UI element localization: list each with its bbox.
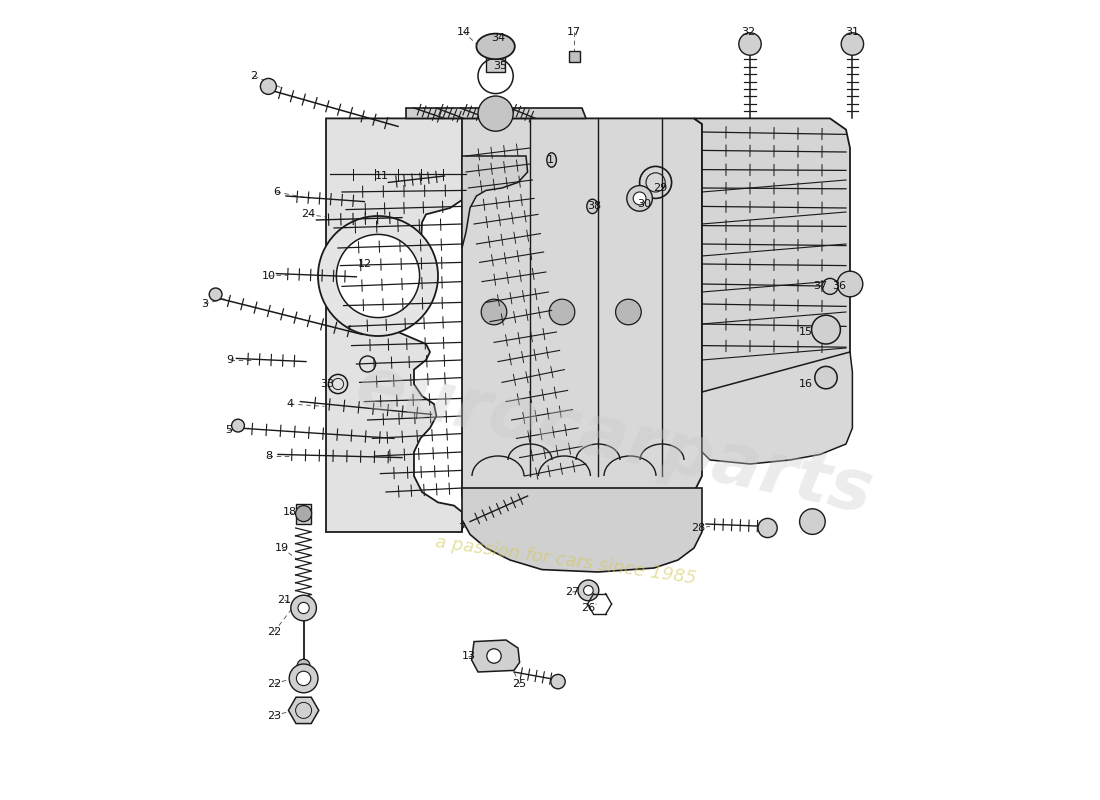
Text: 11: 11 [375, 171, 389, 181]
Circle shape [616, 299, 641, 325]
Polygon shape [694, 118, 850, 446]
Circle shape [481, 299, 507, 325]
Text: 27: 27 [565, 587, 580, 597]
Text: 12: 12 [358, 259, 372, 269]
Ellipse shape [476, 34, 515, 59]
Circle shape [297, 659, 310, 672]
Circle shape [800, 509, 825, 534]
Circle shape [584, 586, 593, 595]
Circle shape [209, 288, 222, 301]
Polygon shape [326, 118, 550, 532]
Text: 36: 36 [833, 282, 847, 291]
Text: 4: 4 [286, 399, 294, 409]
Text: 7: 7 [459, 523, 465, 533]
Circle shape [261, 78, 276, 94]
Circle shape [337, 234, 419, 318]
Text: 25: 25 [513, 679, 527, 689]
Circle shape [758, 518, 778, 538]
Text: 21: 21 [277, 595, 292, 605]
Ellipse shape [547, 153, 557, 167]
Circle shape [739, 33, 761, 55]
Text: 33: 33 [320, 379, 334, 389]
Circle shape [634, 192, 646, 205]
Text: 9: 9 [227, 355, 233, 365]
Circle shape [298, 602, 309, 614]
Text: 30: 30 [637, 199, 651, 209]
Bar [486, 50, 505, 72]
Polygon shape [462, 118, 702, 528]
Circle shape [551, 674, 565, 689]
Ellipse shape [586, 199, 598, 214]
Circle shape [822, 278, 838, 294]
Text: 26: 26 [581, 603, 595, 613]
Circle shape [232, 419, 244, 432]
Polygon shape [472, 640, 519, 672]
Circle shape [296, 671, 311, 686]
Text: 18: 18 [283, 507, 297, 517]
Text: a passion for cars since 1985: a passion for cars since 1985 [434, 533, 697, 587]
Text: 8: 8 [265, 451, 272, 461]
Text: 19: 19 [275, 543, 289, 553]
Text: 35: 35 [494, 61, 507, 70]
Circle shape [487, 649, 502, 663]
Text: 3: 3 [201, 299, 208, 309]
Text: 28: 28 [691, 523, 705, 533]
Text: 34: 34 [491, 34, 505, 43]
Text: 14: 14 [456, 27, 471, 37]
Polygon shape [288, 698, 319, 723]
Text: 2: 2 [251, 71, 257, 81]
Circle shape [478, 96, 514, 131]
Circle shape [812, 315, 840, 344]
Text: 13: 13 [461, 651, 475, 661]
Bar [569, 51, 581, 62]
Text: 22: 22 [267, 679, 282, 689]
Polygon shape [702, 352, 853, 464]
Polygon shape [462, 156, 528, 248]
Text: 24: 24 [301, 210, 316, 219]
Circle shape [842, 33, 864, 55]
Circle shape [837, 271, 862, 297]
Text: eurocarparts: eurocarparts [350, 351, 879, 529]
Text: 1: 1 [547, 155, 553, 165]
Text: 6: 6 [273, 187, 279, 197]
Circle shape [627, 186, 652, 211]
Text: 15: 15 [799, 327, 813, 337]
Text: 5: 5 [224, 426, 232, 435]
Text: 10: 10 [262, 271, 275, 281]
Text: 38: 38 [587, 202, 601, 211]
Circle shape [549, 299, 575, 325]
Polygon shape [462, 488, 702, 572]
Text: 29: 29 [653, 183, 668, 193]
Text: 37: 37 [813, 282, 827, 291]
Bar [296, 504, 311, 524]
Circle shape [815, 366, 837, 389]
Text: 23: 23 [267, 711, 282, 721]
Circle shape [296, 506, 311, 522]
Circle shape [318, 216, 438, 336]
Text: 16: 16 [799, 379, 813, 389]
Text: 17: 17 [566, 27, 581, 37]
Text: 31: 31 [846, 27, 859, 37]
Text: 22: 22 [267, 627, 282, 637]
Circle shape [578, 580, 598, 601]
Circle shape [289, 664, 318, 693]
Text: 32: 32 [741, 27, 756, 37]
Circle shape [290, 595, 317, 621]
Polygon shape [406, 108, 586, 118]
